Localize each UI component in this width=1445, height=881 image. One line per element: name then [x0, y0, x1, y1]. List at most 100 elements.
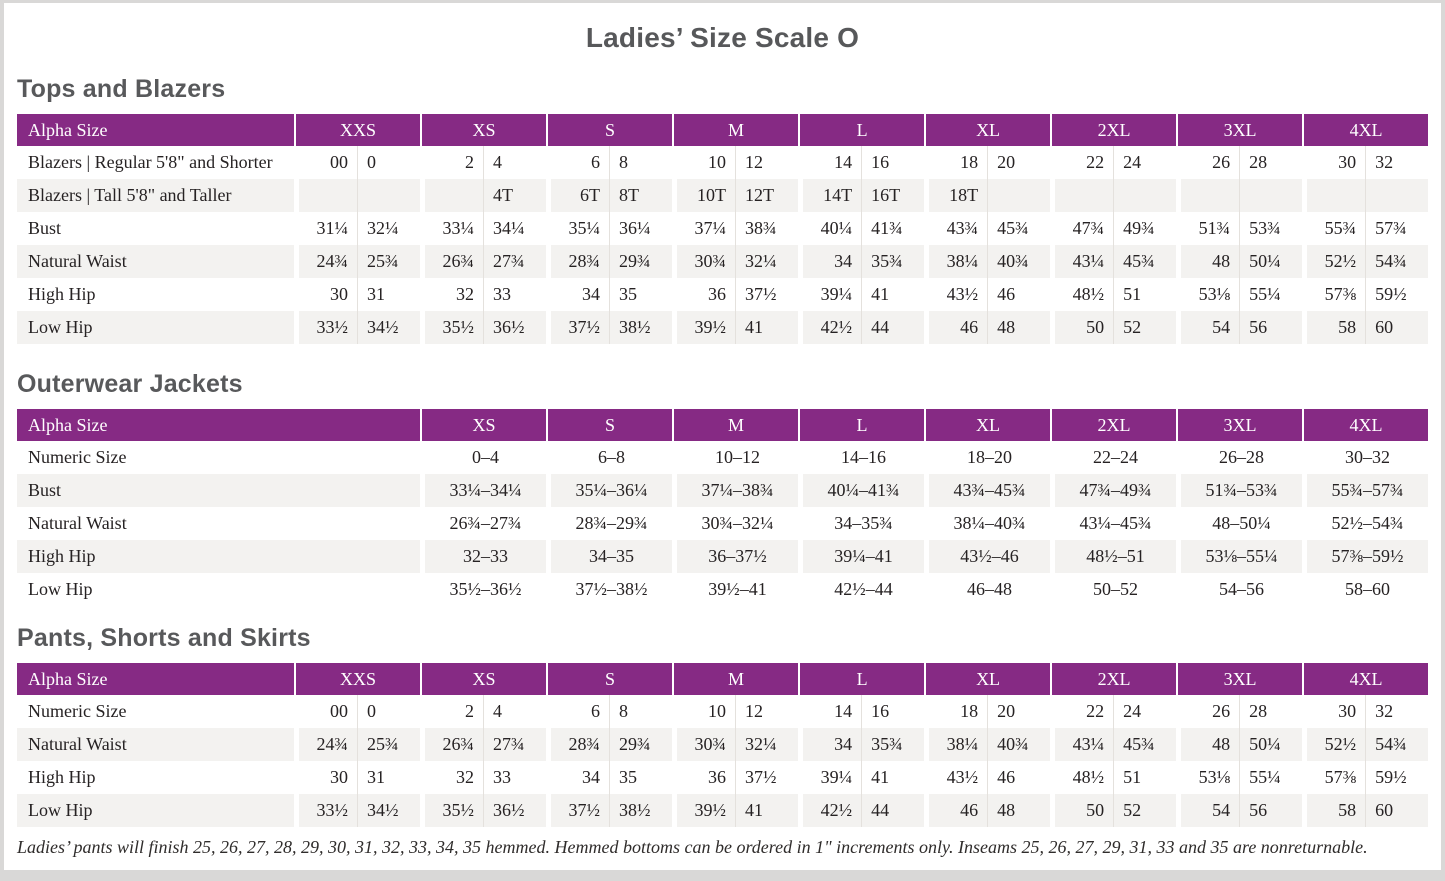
section-heading: Outerwear Jackets — [17, 370, 243, 398]
measurement-cell: 34¼ — [483, 212, 546, 245]
table-row-numeric-size: Numeric Size 0–4 6–8 10–12 14–16 18–20 22–24 26… — [17, 441, 1428, 474]
measurement-cell: 35½ — [420, 794, 484, 827]
measurement-cell: 57¾ — [1365, 212, 1428, 245]
measurement-cell: 32 — [1365, 695, 1428, 728]
column-header-size-xl: XL — [924, 114, 1051, 146]
measurement-cell — [1365, 179, 1429, 212]
measurement-cell — [420, 179, 484, 212]
column-header-size-m: M — [672, 663, 799, 695]
measurement-cell: 48½ — [1050, 278, 1113, 311]
measurement-cell: 34 — [546, 278, 609, 311]
measurement-cell: 53¾ — [1239, 212, 1302, 245]
measurement-cell: 30–32 — [1302, 441, 1428, 474]
measurement-cell: 41 — [735, 311, 799, 344]
measurement-cell: 48 — [1176, 245, 1240, 278]
measurement-cell: 10 — [672, 146, 735, 179]
column-header-size-4xl: 4XL — [1302, 663, 1429, 695]
measurement-cell: 48½ — [1050, 761, 1113, 794]
measurement-cell: 32 — [420, 278, 483, 311]
measurement-cell: 24 — [1113, 695, 1176, 728]
measurement-cell: 35¼–36¼ — [546, 474, 672, 507]
measurement-cell: 8 — [609, 695, 672, 728]
footnote: Ladies’ pants will finish 25, 26, 27, 28… — [17, 837, 1368, 857]
measurement-cell — [1050, 179, 1114, 212]
column-header-size-xl: XL — [924, 409, 1050, 441]
measurement-cell: 37¼–38¾ — [672, 474, 798, 507]
measurement-cell: 43½ — [924, 278, 987, 311]
measurement-cell: 22 — [1050, 695, 1113, 728]
measurement-cell: 2 — [420, 695, 483, 728]
table-row-natural-waist: Natural Waist 26¾–27¾ 28¾–29¾ 30¾–32¼ 34–35¾… — [17, 507, 1428, 540]
row-label: Numeric Size — [28, 701, 127, 721]
row-label: High Hip — [17, 540, 420, 573]
measurement-cell: 31 — [357, 761, 420, 794]
measurement-cell: 2 — [420, 146, 483, 179]
measurement-cell: 38¼ — [924, 245, 988, 278]
measurement-cell: 41 — [735, 794, 799, 827]
column-header-size-2xl: 2XL — [1050, 409, 1176, 441]
measurement-cell: 4T — [483, 179, 547, 212]
document-page: Ladies’ Size Scale O Tops and Blazers Alp… — [4, 3, 1441, 870]
measurement-cell: 36¼ — [609, 212, 672, 245]
measurement-cell: 36 — [672, 278, 735, 311]
table-row-bust: Bust 31¼ 32¼ 33¼ 34¼ 35¼ 36¼ 37¼ 38¾ 40¼ 41¾ 43¾ 45¾… — [17, 212, 1428, 245]
measurement-cell: 35½ — [420, 311, 484, 344]
measurement-cell: 14 — [798, 695, 861, 728]
measurement-cell: 8 — [609, 146, 672, 179]
measurement-cell: 30¾–32¼ — [672, 507, 798, 540]
measurement-cell: 46 — [987, 278, 1050, 311]
measurement-cell — [294, 179, 357, 212]
size-table-pants-shorts-and-skirts: Alpha Size XXS XS S M L XL 2XL 3XL 4XL Numeric Siz… — [17, 663, 1429, 827]
row-label: High Hip — [28, 767, 96, 787]
measurement-cell: 51 — [1113, 278, 1176, 311]
size-table-tops-and-blazers: Alpha Size XXS XS S M L XL 2XL 3XL 4XL Blazers | R… — [17, 114, 1429, 344]
column-header-size-xs: XS — [420, 409, 546, 441]
measurement-cell: 48½–51 — [1050, 540, 1176, 573]
measurement-cell: 26–28 — [1176, 441, 1302, 474]
measurement-cell: 48 — [987, 311, 1051, 344]
measurement-cell: 43¼–45¾ — [1050, 507, 1176, 540]
measurement-cell — [357, 179, 421, 212]
table-row-natural-waist: Natural Waist 24¾ 25¾ 26¾ 27¾ 28¾ 29¾ 30¾ 32¼ 34 3… — [17, 728, 1429, 761]
table-row-high-hip: High Hip 32–33 34–35 36–37½ 39¼–41 43½–46 48½–… — [17, 540, 1428, 573]
measurement-cell: 36½ — [483, 794, 547, 827]
measurement-cell: 26 — [1176, 695, 1239, 728]
measurement-cell: 14–16 — [798, 441, 924, 474]
measurement-cell: 38¼–40¾ — [924, 507, 1050, 540]
measurement-cell: 30 — [294, 761, 357, 794]
measurement-cell: 24 — [1113, 146, 1176, 179]
column-header-size-l: L — [798, 663, 925, 695]
measurement-cell: 39½ — [672, 794, 736, 827]
measurement-cell: 4 — [483, 146, 546, 179]
measurement-cell: 36½ — [483, 311, 547, 344]
measurement-cell: 57⅜ — [1302, 278, 1365, 311]
measurement-cell: 18 — [924, 695, 987, 728]
measurement-cell: 52 — [1113, 311, 1177, 344]
measurement-cell: 00 — [294, 695, 357, 728]
measurement-cell: 55¼ — [1239, 278, 1302, 311]
measurement-cell: 16 — [861, 146, 924, 179]
measurement-cell: 58 — [1302, 311, 1366, 344]
measurement-cell — [1113, 179, 1177, 212]
column-header-size-3xl: 3XL — [1176, 409, 1302, 441]
measurement-cell: 44 — [861, 794, 925, 827]
measurement-cell: 51¾ — [1176, 212, 1239, 245]
measurement-cell: 35¾ — [861, 245, 925, 278]
section-outerwear-jackets: Outerwear Jackets Alpha Size XS S M L XL 2XL 3XL… — [17, 371, 1428, 606]
measurement-cell: 37½ — [735, 278, 798, 311]
measurement-cell: 42½ — [798, 311, 862, 344]
measurement-cell: 36 — [672, 761, 735, 794]
measurement-cell: 41 — [861, 278, 924, 311]
measurement-cell: 18–20 — [924, 441, 1050, 474]
table-row-bust: Bust 33¼–34¼ 35¼–36¼ 37¼–38¾ 40¼–41¾ 43¾–45¾ 4… — [17, 474, 1428, 507]
row-label: Bust — [28, 218, 62, 238]
column-header-size-3xl: 3XL — [1176, 663, 1303, 695]
measurement-cell: 32¼ — [735, 728, 799, 761]
row-label: High Hip — [28, 284, 96, 304]
measurement-cell: 37½ — [735, 761, 798, 794]
column-header-size-4xl: 4XL — [1302, 409, 1428, 441]
measurement-cell: 45¾ — [1113, 728, 1177, 761]
measurement-cell: 39½ — [672, 311, 736, 344]
measurement-cell: 40¾ — [987, 728, 1051, 761]
measurement-cell: 34 — [798, 245, 862, 278]
